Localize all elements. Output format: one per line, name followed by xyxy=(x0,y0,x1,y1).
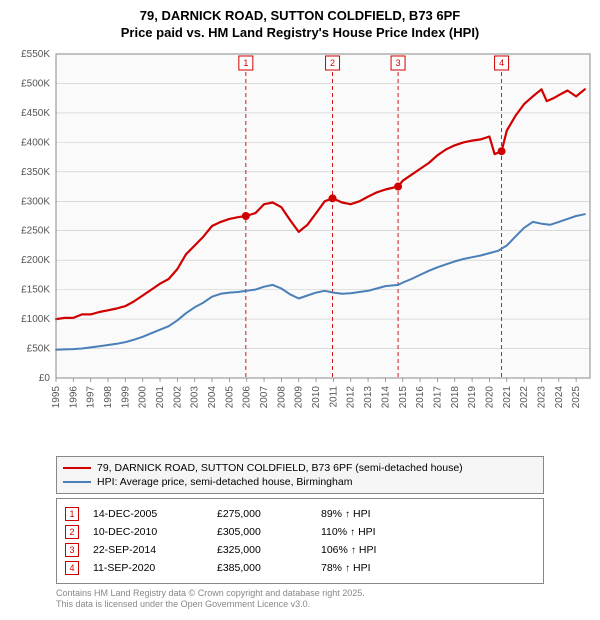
title-line2: Price paid vs. HM Land Registry's House … xyxy=(0,25,600,42)
legend-label: HPI: Average price, semi-detached house,… xyxy=(97,476,352,488)
legend-label: 79, DARNICK ROAD, SUTTON COLDFIELD, B73 … xyxy=(97,462,463,474)
event-marker-icon: 3 xyxy=(65,543,79,557)
svg-text:1997: 1997 xyxy=(86,386,97,409)
event-marker-icon: 4 xyxy=(65,561,79,575)
event-date: 22-SEP-2014 xyxy=(93,544,203,556)
svg-text:£350K: £350K xyxy=(21,167,50,178)
arrow-up-icon: ↑ xyxy=(350,527,355,538)
svg-text:£250K: £250K xyxy=(21,226,50,237)
title-block: 79, DARNICK ROAD, SUTTON COLDFIELD, B73 … xyxy=(0,0,600,42)
svg-text:2002: 2002 xyxy=(172,386,183,409)
svg-text:1996: 1996 xyxy=(68,386,79,409)
svg-text:1: 1 xyxy=(243,58,248,68)
svg-text:2006: 2006 xyxy=(242,386,253,409)
svg-text:2008: 2008 xyxy=(276,386,287,409)
svg-text:2016: 2016 xyxy=(415,386,426,409)
svg-text:£500K: £500K xyxy=(21,78,50,89)
svg-text:£50K: £50K xyxy=(27,344,51,355)
footer: Contains HM Land Registry data © Crown c… xyxy=(56,588,544,611)
svg-text:2024: 2024 xyxy=(554,386,565,409)
svg-text:2021: 2021 xyxy=(502,386,513,409)
svg-text:2022: 2022 xyxy=(519,386,530,409)
event-delta: 78% ↑ HPI xyxy=(321,562,371,574)
svg-text:2005: 2005 xyxy=(224,386,235,409)
svg-text:1998: 1998 xyxy=(103,386,114,409)
arrow-up-icon: ↑ xyxy=(345,563,350,574)
svg-text:£150K: £150K xyxy=(21,285,50,296)
event-price: £385,000 xyxy=(217,562,307,574)
event-price: £275,000 xyxy=(217,508,307,520)
legend: 79, DARNICK ROAD, SUTTON COLDFIELD, B73 … xyxy=(56,456,544,494)
svg-text:£100K: £100K xyxy=(21,314,50,325)
svg-text:1999: 1999 xyxy=(120,386,131,409)
svg-text:2014: 2014 xyxy=(380,386,391,409)
event-row: 4 11-SEP-2020 £385,000 78% ↑ HPI xyxy=(65,559,535,577)
svg-text:2013: 2013 xyxy=(363,386,374,409)
chart-svg: £0 £50K £100K £150K £200K £250K £300K £350K £400… xyxy=(0,46,600,446)
svg-text:1995: 1995 xyxy=(51,386,62,409)
event-row: 3 22-SEP-2014 £325,000 106% ↑ HPI xyxy=(65,541,535,559)
svg-text:2001: 2001 xyxy=(155,386,166,409)
arrow-up-icon: ↑ xyxy=(351,545,356,556)
svg-text:£200K: £200K xyxy=(21,255,50,266)
footer-line: Contains HM Land Registry data © Crown c… xyxy=(56,588,544,599)
event-delta: 106% ↑ HPI xyxy=(321,544,376,556)
svg-text:2000: 2000 xyxy=(138,386,149,409)
svg-text:2009: 2009 xyxy=(294,386,305,409)
footer-line: This data is licensed under the Open Gov… xyxy=(56,599,544,610)
legend-row: 79, DARNICK ROAD, SUTTON COLDFIELD, B73 … xyxy=(63,461,537,475)
svg-text:2015: 2015 xyxy=(398,386,409,409)
svg-text:2025: 2025 xyxy=(571,386,582,409)
event-row: 2 10-DEC-2010 £305,000 110% ↑ HPI xyxy=(65,523,535,541)
svg-text:2003: 2003 xyxy=(190,386,201,409)
event-delta: 110% ↑ HPI xyxy=(321,526,376,538)
svg-text:2007: 2007 xyxy=(259,386,270,409)
title-line1: 79, DARNICK ROAD, SUTTON COLDFIELD, B73 … xyxy=(0,8,600,25)
svg-text:3: 3 xyxy=(396,58,401,68)
arrow-up-icon: ↑ xyxy=(345,509,350,520)
svg-text:2: 2 xyxy=(330,58,335,68)
event-delta: 89% ↑ HPI xyxy=(321,508,371,520)
event-price: £325,000 xyxy=(217,544,307,556)
svg-text:£300K: £300K xyxy=(21,196,50,207)
event-date: 10-DEC-2010 xyxy=(93,526,203,538)
chart: £0 £50K £100K £150K £200K £250K £300K £350K £400… xyxy=(0,46,600,446)
svg-text:£450K: £450K xyxy=(21,108,50,119)
svg-text:£550K: £550K xyxy=(21,49,50,60)
event-row: 1 14-DEC-2005 £275,000 89% ↑ HPI xyxy=(65,505,535,523)
events-table: 1 14-DEC-2005 £275,000 89% ↑ HPI 2 10-DE… xyxy=(56,498,544,584)
chart-container: 79, DARNICK ROAD, SUTTON COLDFIELD, B73 … xyxy=(0,0,600,620)
svg-text:£400K: £400K xyxy=(21,137,50,148)
svg-text:2018: 2018 xyxy=(450,386,461,409)
svg-text:2004: 2004 xyxy=(207,386,218,409)
svg-text:2019: 2019 xyxy=(467,386,478,409)
event-date: 11-SEP-2020 xyxy=(93,562,203,574)
svg-text:£0: £0 xyxy=(39,373,51,384)
event-marker-icon: 1 xyxy=(65,507,79,521)
legend-row: HPI: Average price, semi-detached house,… xyxy=(63,475,537,489)
svg-text:2017: 2017 xyxy=(432,386,443,409)
svg-text:2020: 2020 xyxy=(484,386,495,409)
svg-text:2010: 2010 xyxy=(311,386,322,409)
event-price: £305,000 xyxy=(217,526,307,538)
legend-swatch xyxy=(63,481,91,483)
event-date: 14-DEC-2005 xyxy=(93,508,203,520)
svg-text:4: 4 xyxy=(499,58,504,68)
legend-swatch xyxy=(63,467,91,469)
svg-text:2023: 2023 xyxy=(536,386,547,409)
svg-text:2011: 2011 xyxy=(328,386,339,408)
svg-text:2012: 2012 xyxy=(346,386,357,409)
event-marker-icon: 2 xyxy=(65,525,79,539)
